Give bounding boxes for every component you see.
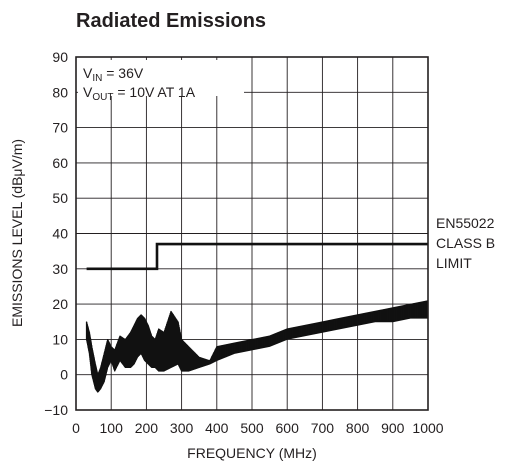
x-tick-label: 400 [205, 420, 229, 436]
x-tick-label: 900 [381, 420, 405, 436]
y-tick-label: 10 [52, 331, 68, 347]
x-tick-label: 0 [72, 420, 80, 436]
y-tick-label: 0 [60, 367, 68, 383]
limit-line [86, 242, 428, 271]
y-tick-label: 70 [52, 120, 68, 136]
y-tick-label: 20 [52, 296, 68, 312]
plot-frame [75, 56, 429, 411]
x-tick-label: 100 [100, 420, 124, 436]
vout-annotation: VOUT = 10V AT 1A [83, 84, 196, 103]
y-tick-label: 60 [52, 155, 68, 171]
y-tick-label: 40 [52, 226, 68, 242]
y-tick-label: −10 [44, 402, 68, 418]
y-tick-label: 50 [52, 190, 68, 206]
x-tick-label: 500 [240, 420, 264, 436]
y-tick-label: 80 [52, 84, 68, 100]
x-axis-label: FREQUENCY (MHz) [187, 445, 317, 461]
limit-label-line-1: EN55022 [436, 215, 495, 231]
chart-title: Radiated Emissions [76, 10, 266, 32]
x-tick-label: 300 [170, 420, 194, 436]
emissions-noise [85, 300, 427, 393]
x-tick-label: 600 [276, 420, 300, 436]
y-tick-label: 30 [52, 261, 68, 277]
vin-annotation: VIN = 36V [83, 65, 144, 84]
limit-label-line-2: CLASS B [436, 235, 495, 251]
x-tick-label: 700 [311, 420, 335, 436]
y-axis-label: EMISSIONS LEVEL (dBμV/m) [9, 139, 25, 327]
tick-labels: 0 100 200 300 400 500 600 700 800 900 100090807060… [44, 49, 444, 436]
limit-label-line-3: LIMIT [436, 255, 472, 271]
x-tick-label: 1000 [412, 420, 443, 436]
plot-area [85, 242, 429, 393]
annotation-background [78, 60, 244, 96]
x-tick-label: 200 [135, 420, 159, 436]
y-tick-label: 90 [52, 49, 68, 65]
x-tick-label: 800 [346, 420, 370, 436]
